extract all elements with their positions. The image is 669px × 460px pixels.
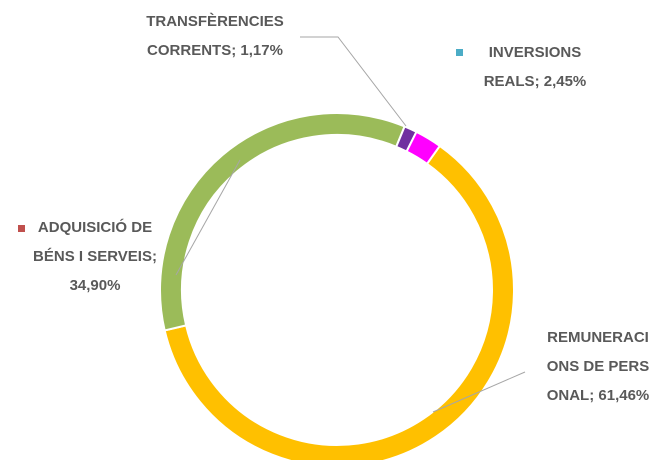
legend-key [18,225,25,232]
data-label: INVERSIONS REALS; 2,45% [483,44,587,90]
leader-line [432,371,526,413]
data-label: REMUNERACIONS DE PERSONAL; 61,46% [546,329,650,404]
legend-key [456,49,463,56]
slice [159,112,406,332]
slice [405,130,442,166]
data-label: TRANSFÈRENCIES CORRENTS; 1,17% [146,13,284,59]
leader-line [175,159,241,276]
data-label: ADQUISICIÓ DE BÉNS I SERVEIS; 34,90% [33,219,157,294]
slices [159,112,515,460]
leader-line [300,36,407,127]
